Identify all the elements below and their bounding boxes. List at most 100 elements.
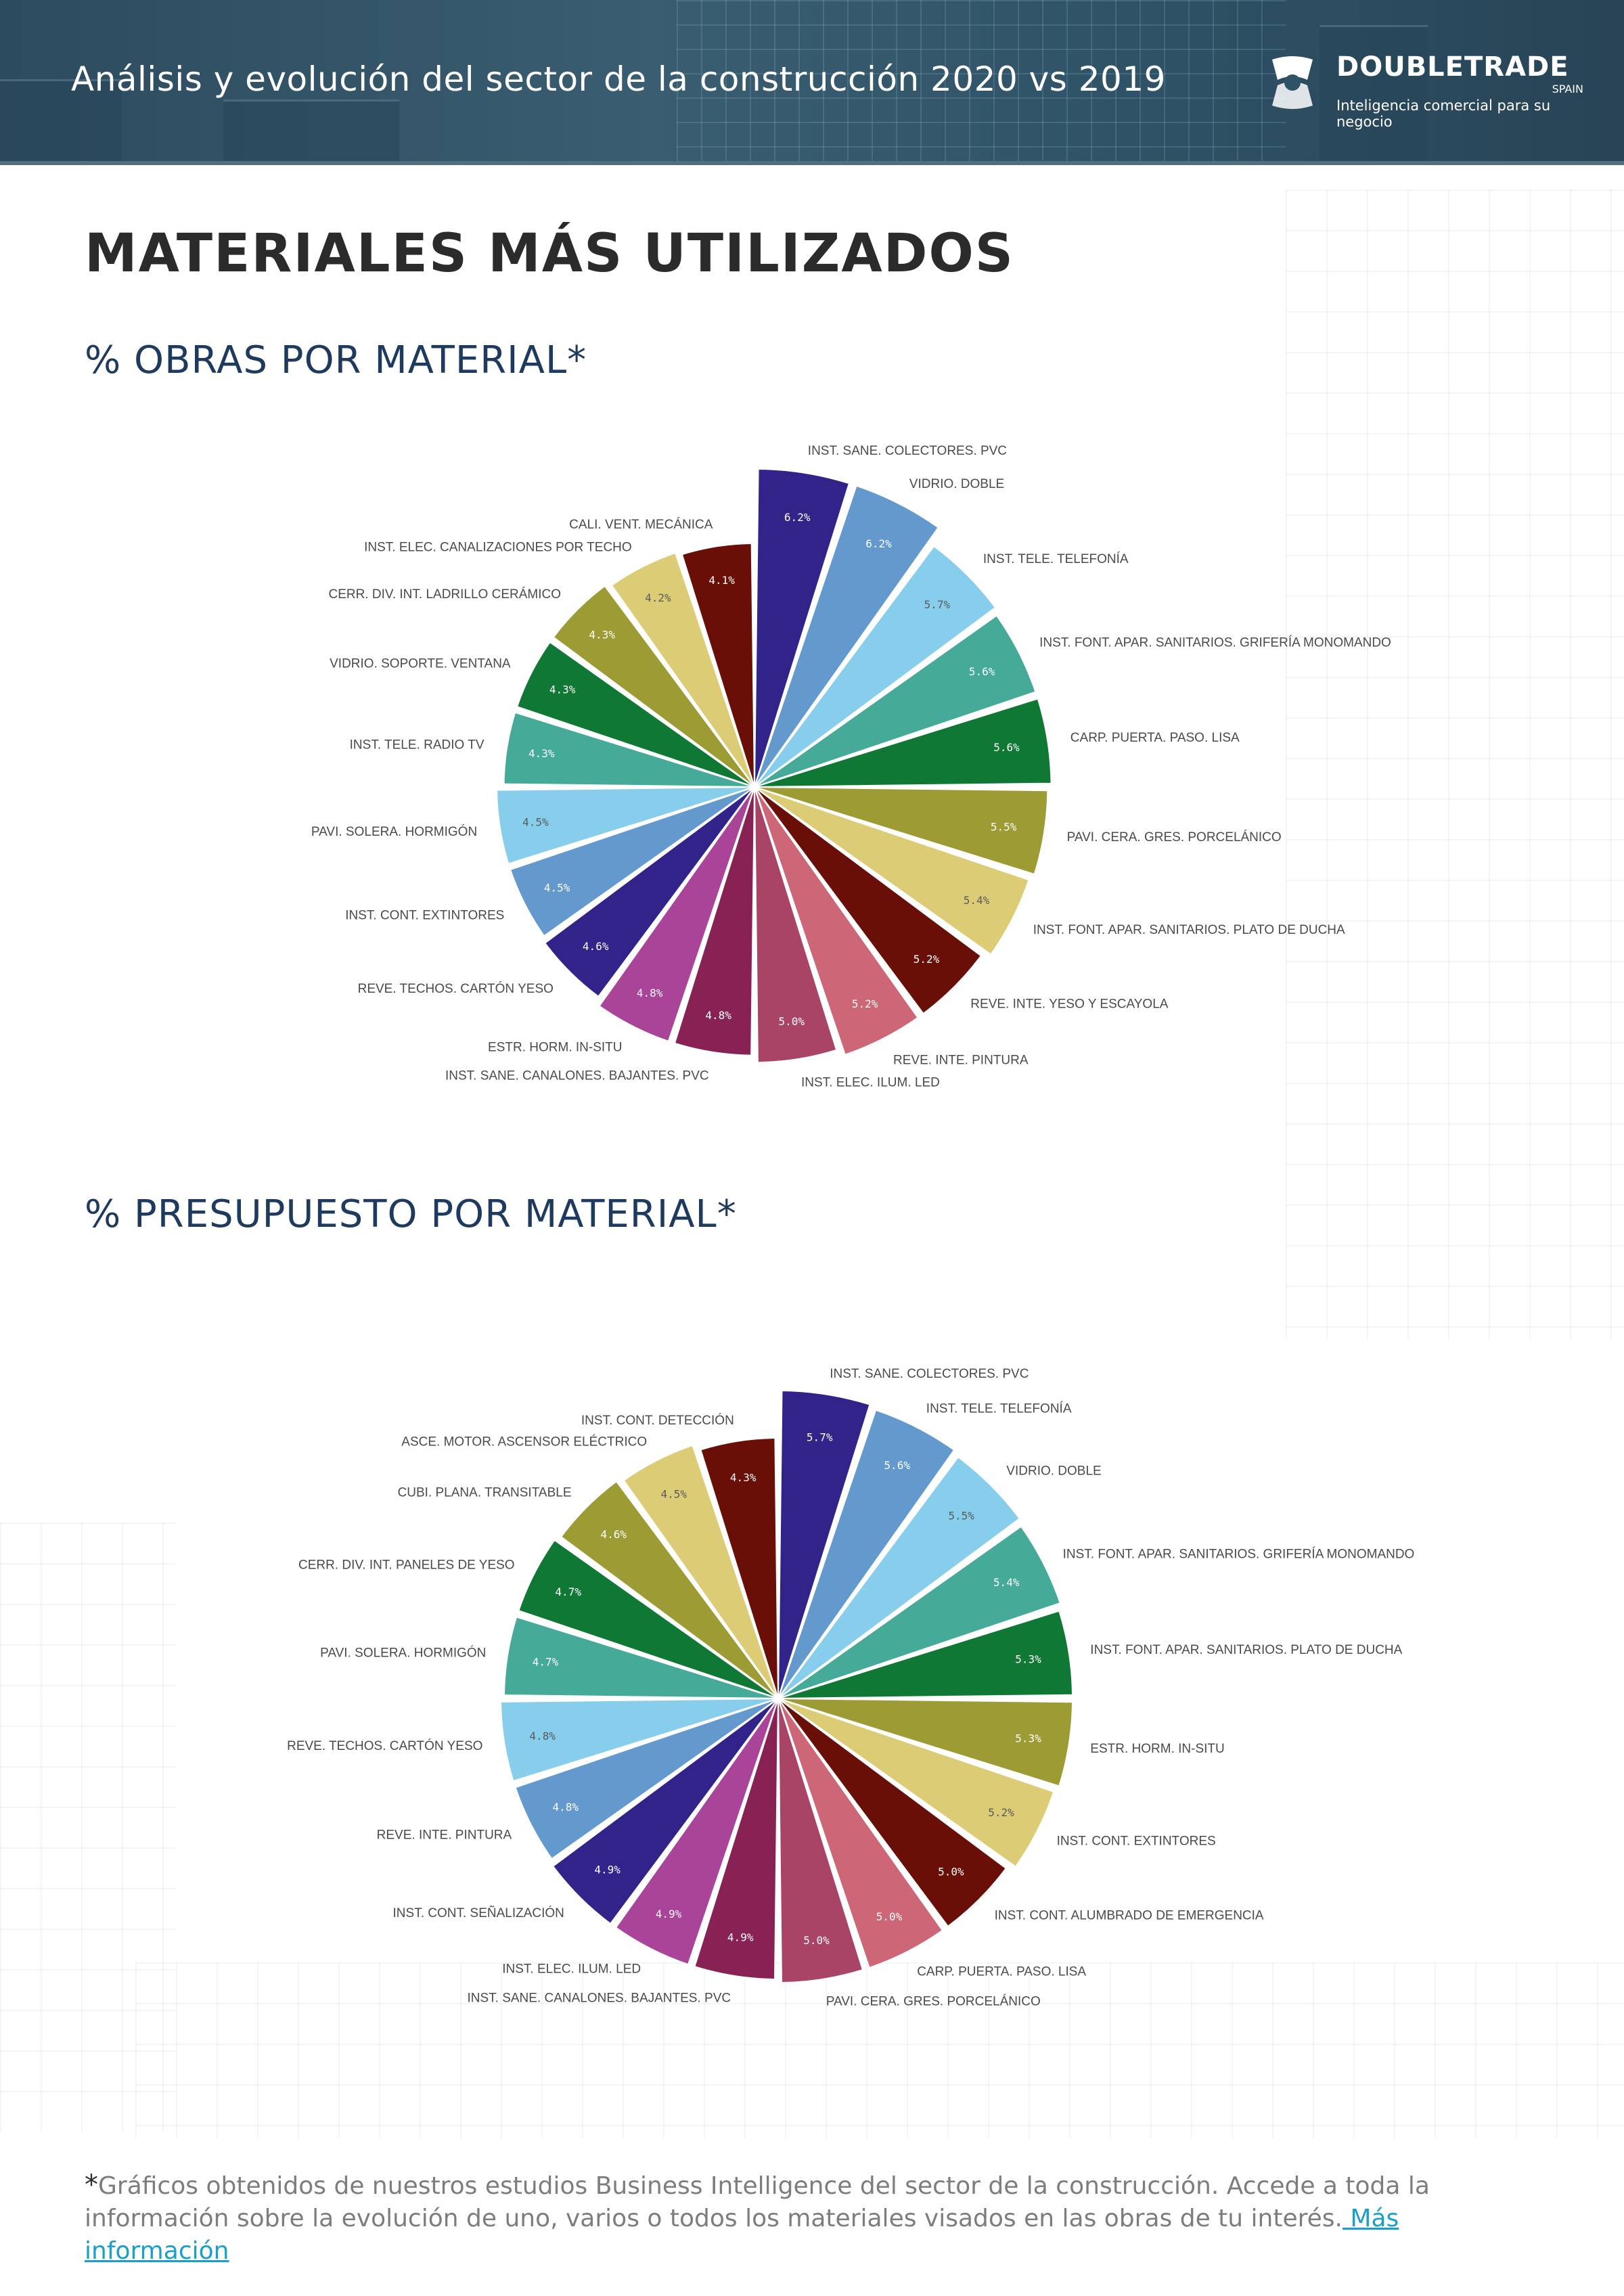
slice-category-label: CARP. PUERTA. PASO. LISA xyxy=(917,1965,1086,1979)
slice-value-label: 4.3% xyxy=(730,1471,757,1484)
slice-value-label: 5.2% xyxy=(852,997,878,1010)
slice-category-label: ESTR. HORM. IN-SITU xyxy=(1090,1742,1224,1756)
slice-category-label: INST. CONT. ALUMBRADO DE EMERGENCIA xyxy=(995,1909,1264,1923)
slice-value-label: 4.8% xyxy=(637,987,663,999)
slice-category-label: CERR. DIV. INT. PANELES DE YESO xyxy=(298,1558,515,1573)
slice-category-label: INST. ELEC. ILUM. LED xyxy=(502,1962,641,1976)
slice-value-label: 4.9% xyxy=(727,1931,754,1944)
chart-title-presupuesto: % PRESUPUESTO POR MATERIAL* xyxy=(85,1192,737,1236)
slice-category-label: INST. TELE. TELEFONÍA xyxy=(926,1402,1072,1416)
slice-category-label: VIDRIO. DOBLE xyxy=(909,477,1004,491)
slice-category-label: INST. SANE. CANALONES. BAJANTES. PVC xyxy=(445,1068,709,1083)
header-background-facade xyxy=(677,0,1286,162)
rose-slice xyxy=(777,1698,863,1983)
header-background-building xyxy=(0,79,122,162)
slice-value-label: 5.0% xyxy=(938,1865,964,1878)
slice-value-label: 4.3% xyxy=(549,683,576,696)
slice-category-label: INST. FONT. APAR. SANITARIOS. PLATO DE D… xyxy=(1033,923,1345,937)
doubletrade-logo[interactable]: DOUBLETRADE SPAIN Inteligencia comercial… xyxy=(1265,49,1583,130)
rose-slice xyxy=(777,1698,943,1968)
rose-slice xyxy=(777,1610,1073,1699)
slice-category-label: PAVI. CERA. GRES. PORCELÁNICO xyxy=(826,1994,1041,2008)
rose-slice xyxy=(754,786,838,1064)
slice-category-label: INST. TELE. RADIO TV xyxy=(350,738,484,752)
slice-category-label: INST. SANE. CANALONES. BAJANTES. PVC xyxy=(467,1991,731,2006)
page-header: Análisis y evolución del sector de la co… xyxy=(0,0,1624,162)
rose-slice xyxy=(615,1698,779,1966)
rose-slice xyxy=(503,1616,779,1699)
rose-slices xyxy=(496,468,1052,1064)
slice-category-label: INST. FONT. APAR. SANITARIOS. GRIFERÍA M… xyxy=(1039,636,1391,650)
footnote-star: * xyxy=(85,2169,98,2201)
slice-category-label: PAVI. CERA. GRES. PORCELÁNICO xyxy=(1067,830,1282,845)
slice-value-label: 4.7% xyxy=(555,1585,581,1598)
rose-slice xyxy=(777,1698,1007,1927)
rose-slice xyxy=(777,1525,1061,1699)
slice-value-label: 4.2% xyxy=(645,591,671,604)
footnote-text: Gráficos obtenidos de nuestros estudios … xyxy=(85,2172,1430,2232)
slice-category-label: CERR. DIV. INT. LADRILLO CERÁMICO xyxy=(329,587,561,602)
slice-category-label: INST. SANE. COLECTORES. PVC xyxy=(808,444,1007,458)
slice-category-label: ESTR. HORM. IN-SITU xyxy=(488,1041,622,1055)
footnote: *Gráficos obtenidos de nuestros estudios… xyxy=(85,2169,1539,2268)
rose-slice xyxy=(598,786,755,1042)
slice-category-label: INST. ELEC. ILUM. LED xyxy=(801,1076,940,1090)
slice-category-label: INST. CONT. DETECCIÓN xyxy=(581,1413,734,1428)
logo-country: SPAIN xyxy=(1552,83,1583,95)
slice-value-label: 5.6% xyxy=(993,741,1020,754)
rose-slice xyxy=(777,1390,871,1699)
doubletrade-logo-icon xyxy=(1272,56,1313,109)
logo-name: DOUBLETRADE xyxy=(1336,51,1569,83)
chart-title-obras: % OBRAS POR MATERIAL* xyxy=(85,338,587,382)
header-divider xyxy=(0,161,1624,165)
rose-slice xyxy=(754,786,919,1056)
rose-slice xyxy=(694,1698,779,1980)
rose-slice xyxy=(610,552,755,788)
slice-category-label: INST. CONT. SEÑALIZACIÓN xyxy=(393,1906,564,1920)
slice-category-label: INST. CONT. EXTINTORES xyxy=(1057,1834,1216,1849)
rose-slice xyxy=(544,786,755,997)
slice-category-label: INST. ELEC. CANALIZACIONES POR TECHO xyxy=(364,540,632,554)
rose-slice xyxy=(500,1698,779,1782)
slice-category-label: REVE. INTE. YESO Y ESCAYOLA xyxy=(970,997,1168,1011)
rose-slice xyxy=(754,786,1030,955)
rose-slice xyxy=(518,1539,779,1699)
rose-slice xyxy=(552,1698,779,1924)
rose-slice xyxy=(777,1409,955,1699)
rose-slice xyxy=(674,786,755,1056)
slice-value-label: 4.8% xyxy=(553,1801,579,1814)
slice-category-label: INST. FONT. APAR. SANITARIOS. GRIFERÍA M… xyxy=(1063,1548,1415,1562)
slice-value-label: 5.5% xyxy=(948,1509,974,1522)
slice-category-label: PAVI. SOLERA. HORMIGÓN xyxy=(320,1646,486,1661)
rose-slice xyxy=(754,698,1052,788)
slice-value-label: 5.6% xyxy=(884,1459,910,1472)
rose-slices xyxy=(500,1390,1073,1983)
slice-category-label: INST. TELE. TELEFONÍA xyxy=(983,552,1129,566)
slice-category-label: VIDRIO. SOPORTE. VENTANA xyxy=(330,656,511,671)
slice-category-label: INST. FONT. APAR. SANITARIOS. PLATO DE D… xyxy=(1090,1643,1402,1657)
slice-value-label: 5.6% xyxy=(969,665,995,678)
rose-slice xyxy=(754,468,850,788)
slice-value-label: 5.3% xyxy=(1015,1653,1041,1666)
slice-value-label: 5.2% xyxy=(988,1806,1014,1819)
more-info-link[interactable]: Más información xyxy=(85,2205,1399,2265)
slice-value-label: 5.4% xyxy=(964,894,990,907)
rose-slice xyxy=(777,1698,1055,1868)
rose-slice xyxy=(754,786,982,1014)
chart-obras-por-material: 6.2% INST. SANE. COLECTORES. PVC 6.2% VIDRI… xyxy=(311,444,1391,1090)
slice-value-label: 4.8% xyxy=(529,1730,556,1742)
rose-slice xyxy=(681,543,755,788)
slice-value-label: 5.3% xyxy=(1015,1732,1041,1745)
rose-slice xyxy=(754,786,1049,875)
slice-category-label: REVE. TECHOS. CARTÓN YESO xyxy=(358,981,554,996)
rose-slice xyxy=(560,1481,779,1699)
slice-value-label: 5.5% xyxy=(991,820,1017,833)
slice-value-label: 5.0% xyxy=(803,1934,830,1947)
slice-category-label: INST. CONT. EXTINTORES xyxy=(345,908,504,922)
slice-category-label: INST. SANE. COLECTORES. PVC xyxy=(830,1367,1029,1381)
slice-value-label: 5.0% xyxy=(876,1910,903,1923)
rose-slice xyxy=(754,485,939,788)
slice-value-label: 4.9% xyxy=(656,1908,682,1920)
rose-slice xyxy=(754,545,996,788)
slice-value-label: 4.8% xyxy=(705,1009,731,1022)
